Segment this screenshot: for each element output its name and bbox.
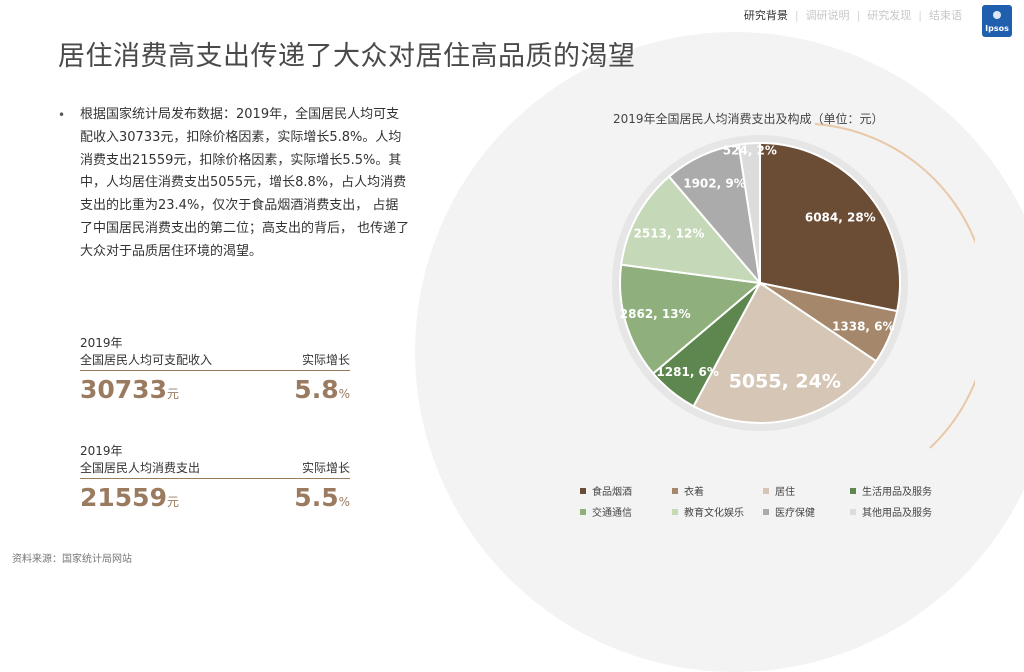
legend-label: 生活用品及服务 (862, 487, 932, 498)
legend-label: 交通通信 (592, 508, 632, 519)
legend-item-medical: 医疗保健 (763, 504, 815, 519)
legend-item-transport: 交通通信 (580, 504, 632, 519)
stat-year: 2019年 (80, 444, 123, 458)
spending-stat-block: 2019年 全国居民人均消费支出 实际增长 21559元 5.5% (80, 442, 350, 519)
nav-item-findings[interactable]: 研究发现 (867, 9, 912, 22)
pie-chart: 6084, 28% 1338, 6% 5055, 24% 1281, 6% 2862, … (612, 135, 908, 431)
decorative-arc (814, 123, 975, 449)
stat-divider (80, 478, 350, 479)
stat-unit: 元 (166, 387, 179, 401)
legend-item-food: 食品烟酒 (580, 483, 632, 498)
legend-label: 衣着 (684, 487, 704, 498)
pie-slice-education (620, 175, 763, 285)
stat-divider (80, 370, 350, 371)
ipsos-logo: Ipsos (982, 5, 1012, 37)
legend-item-household: 生活用品及服务 (850, 483, 932, 498)
nav-item-survey[interactable]: 调研说明 (805, 9, 850, 22)
source-note: 资料来源：国家统计局网站 (12, 554, 132, 565)
nav-separator: | (856, 9, 861, 22)
pie-label-food: 6084, 28% (805, 211, 876, 225)
stat-rate-label: 实际增长 (301, 353, 350, 367)
chart-title: 2019年全国居民人均消费支出及构成（单位：元） (613, 112, 884, 126)
pie-label-education: 2513, 12% (634, 227, 705, 241)
nav-separator: | (918, 9, 922, 22)
nav-item-conclusion[interactable]: 结束语 (929, 9, 962, 22)
legend-swatch (580, 488, 586, 494)
summary-paragraph: 根据国家统计局发布数据：2019年，全国居民人均可支配收入30733元，扣除价格… (80, 107, 410, 259)
legend-label: 医疗保健 (775, 508, 815, 519)
stat-year: 2019年 (80, 336, 123, 350)
legend-label: 食品烟酒 (592, 487, 632, 498)
legend-swatch (580, 509, 586, 515)
logo-text: Ipsos (985, 24, 1009, 33)
pie-label-household: 1281, 6% (656, 365, 719, 379)
pie-slice-transport (619, 263, 763, 375)
stat-rate-label: 实际增长 (301, 461, 350, 475)
pie-slice-food (759, 141, 901, 313)
pie-label-housing: 5055, 24% (729, 371, 841, 393)
legend-label: 其他用品及服务 (862, 508, 932, 519)
stat-value: 30733元 (80, 375, 179, 404)
legend-swatch (672, 509, 678, 515)
stat-label: 全国居民人均可支配收入 (80, 353, 213, 367)
stat-rate-unit: % (338, 387, 350, 401)
top-navigation: 研究背景 | 调研说明 | 研究发现 | 结束语 (744, 7, 962, 23)
pie-slice-other (737, 141, 761, 284)
income-stat-block: 2019年 全国居民人均可支配收入 实际增长 30733元 5.8% (80, 334, 350, 411)
legend-item-education: 教育文化娱乐 (672, 504, 744, 519)
legend-swatch (850, 488, 856, 494)
legend-swatch (763, 509, 769, 515)
legend-swatch (672, 488, 678, 494)
legend-swatch (850, 509, 856, 515)
legend-item-clothing: 衣着 (672, 483, 704, 498)
legend-label: 教育文化娱乐 (684, 508, 744, 519)
nav-separator: | (794, 9, 799, 22)
pie-label-other: 524, 2% (723, 143, 777, 157)
stat-rate: 5.5% (294, 483, 350, 512)
legend-item-other: 其他用品及服务 (850, 504, 932, 519)
stat-rate-unit: % (338, 495, 350, 509)
stat-label: 全国居民人均消费支出 (80, 461, 201, 475)
stat-value: 21559元 (80, 483, 179, 512)
pie-label-clothing: 1338, 6% (832, 319, 895, 333)
nav-item-background[interactable]: 研究背景 (743, 9, 788, 22)
logo-dot-icon (993, 11, 1001, 19)
pie-label-medical: 1902, 9% (683, 177, 746, 191)
pie-slice-housing (692, 281, 878, 424)
pie-label-transport: 2862, 13% (620, 307, 691, 321)
bullet-icon: • (58, 108, 66, 122)
stat-unit: 元 (166, 495, 179, 509)
legend-item-housing: 居住 (763, 483, 795, 498)
legend-swatch (763, 488, 769, 494)
page-title: 居住消费高支出传递了大众对居住高品质的渴望 (58, 41, 636, 72)
stat-rate: 5.8% (294, 375, 350, 404)
legend-label: 居住 (775, 487, 795, 498)
